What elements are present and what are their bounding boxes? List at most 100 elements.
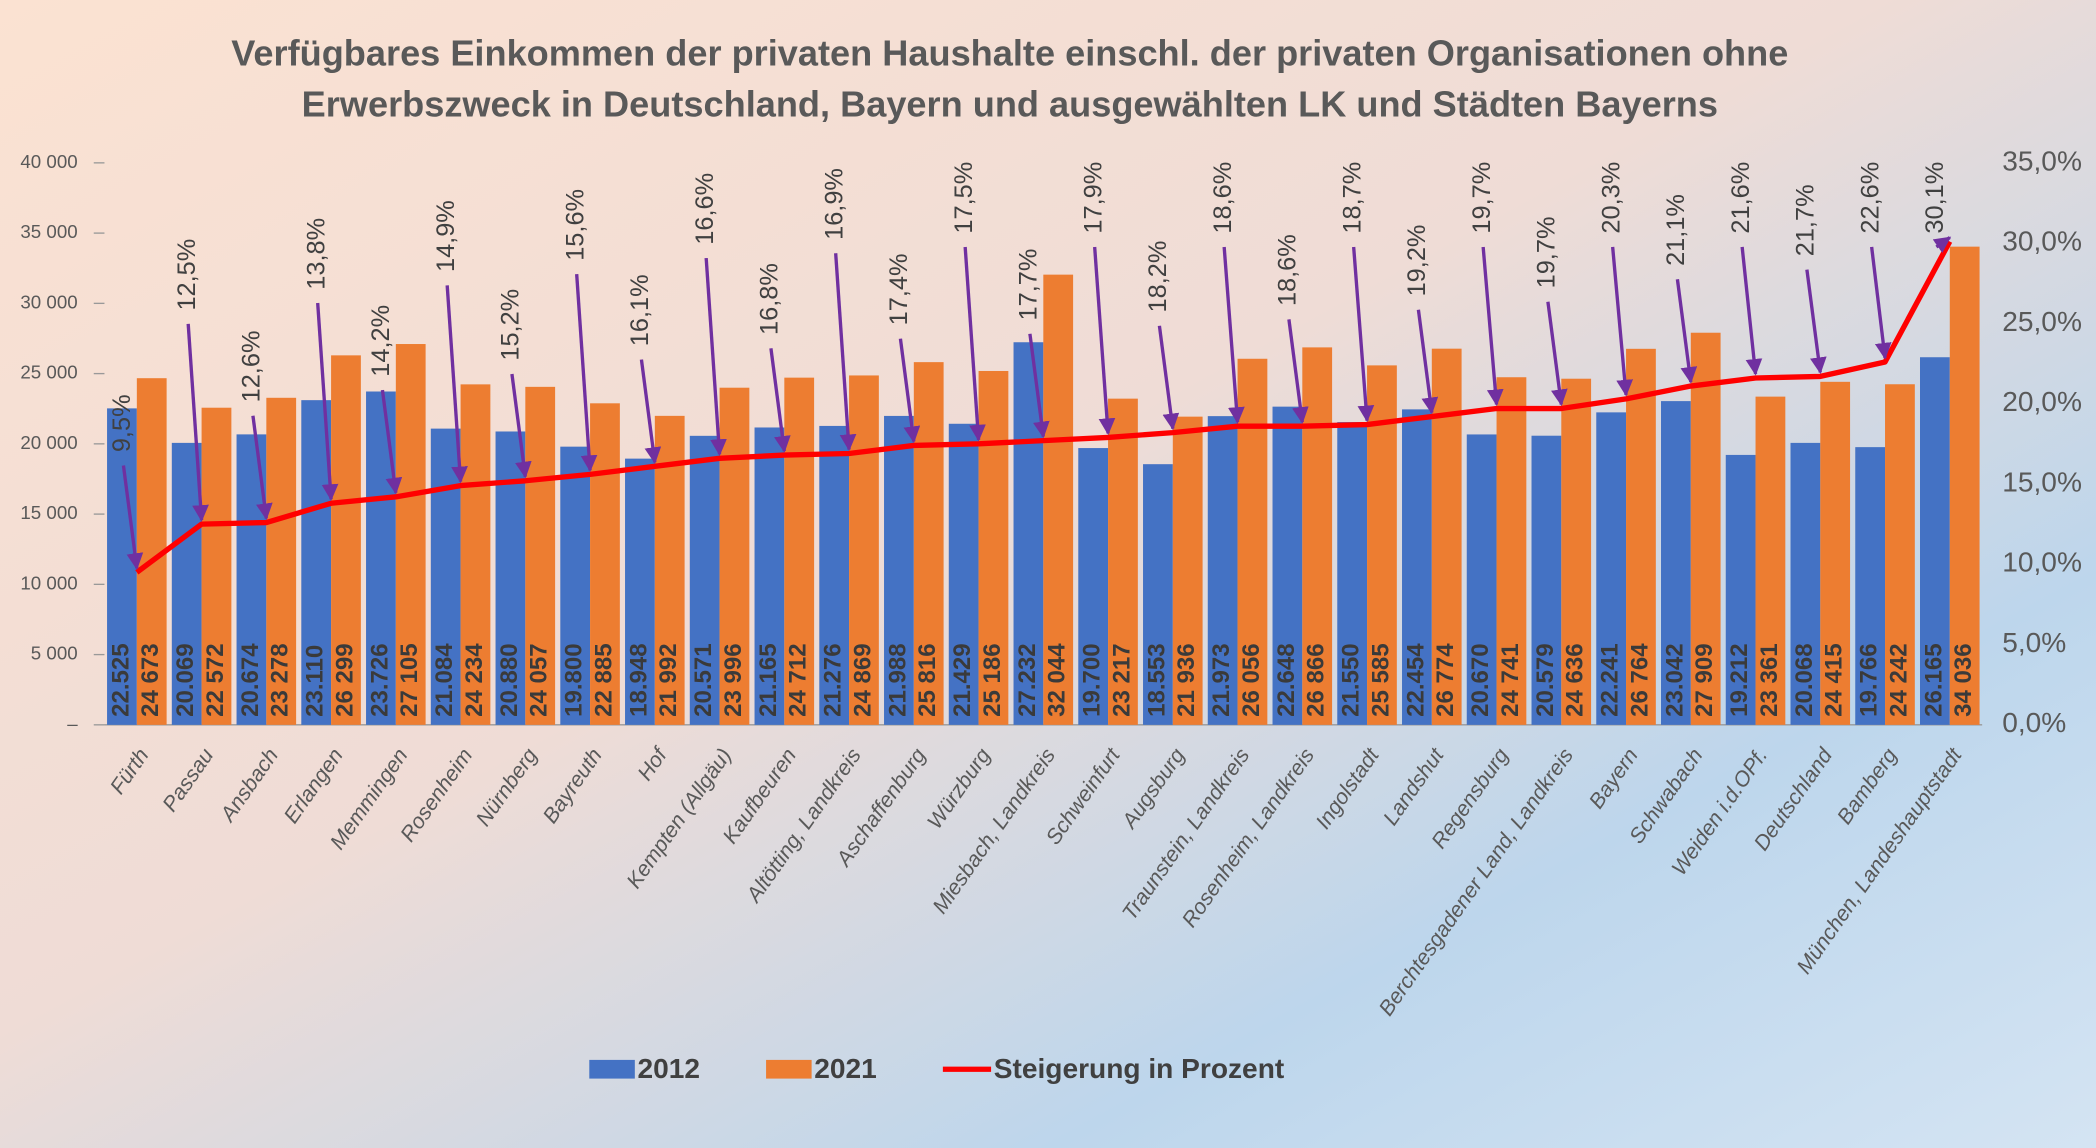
bar (1207, 416, 1238, 725)
bar (1078, 448, 1109, 725)
data-label: 21.973 (1208, 643, 1235, 716)
bar (266, 397, 297, 725)
arrow (1157, 325, 1180, 431)
percent-label: 17,9% (1079, 162, 1107, 234)
data-label: 26 774 (1432, 643, 1459, 717)
arrow (704, 257, 727, 456)
bar (331, 355, 361, 725)
percent-label: 19,7% (1468, 162, 1496, 234)
data-label: 26 299 (331, 643, 358, 716)
bar (1790, 442, 1821, 725)
arrow (898, 338, 921, 444)
legend-swatch (766, 1059, 812, 1079)
bar (1949, 246, 1980, 725)
percent-label: 18,6% (1274, 234, 1302, 306)
bar (1143, 464, 1173, 725)
data-label: 22 572 (202, 643, 229, 716)
arrow (1610, 246, 1634, 397)
arrow (445, 285, 468, 484)
arrow (1028, 333, 1050, 439)
bar (1172, 416, 1203, 725)
arrow (1287, 319, 1309, 424)
data-label: 21 936 (1173, 643, 1200, 716)
percent-label: 14,9% (432, 200, 460, 272)
percent-label: 18,6% (1209, 162, 1237, 234)
percent-label: 16,1% (626, 274, 654, 346)
arrow (639, 359, 662, 464)
bar (1661, 401, 1691, 725)
arrow (1869, 246, 1892, 360)
data-label: 24 636 (1562, 643, 1589, 716)
data-label: 26.165 (1920, 643, 1947, 716)
arrow (769, 348, 791, 453)
bar (1920, 357, 1950, 725)
arrow (186, 323, 209, 522)
data-label: 26 866 (1303, 643, 1330, 716)
y-tick-label: 15 000 (20, 502, 77, 523)
data-label: 20.069 (172, 643, 199, 716)
bar (849, 375, 879, 725)
arrow (963, 246, 986, 442)
data-label: 20.670 (1467, 643, 1494, 716)
data-label: 23 217 (1108, 643, 1135, 716)
bar (1596, 412, 1627, 725)
percent-label: 19,2% (1403, 225, 1431, 297)
y-tick-label: 20 000 (20, 432, 77, 453)
data-label: 21.988 (884, 643, 911, 716)
arrow (510, 373, 532, 479)
percent-label: 21,1% (1662, 194, 1690, 266)
bar (1466, 434, 1497, 725)
data-label: 19.766 (1855, 643, 1882, 716)
data-label: 26 056 (1238, 643, 1265, 716)
data-label: 20.571 (690, 643, 717, 716)
arrow (834, 253, 857, 452)
data-label: 22.454 (1402, 643, 1429, 717)
arrow (1740, 246, 1763, 376)
bar (525, 386, 556, 725)
bar (1755, 396, 1786, 725)
percent-label: 13,8% (302, 218, 330, 290)
bar (1725, 454, 1756, 725)
data-label: 20.068 (1791, 643, 1818, 716)
percent-label: 18,7% (1338, 162, 1366, 234)
line (135, 240, 1953, 575)
y2-tick-label: 25,0% (2002, 306, 2082, 337)
arrow (1805, 269, 1827, 375)
arrow (1092, 246, 1116, 436)
bar (689, 435, 720, 725)
percent-label: 22,6% (1856, 162, 1884, 234)
chart-title: Verfügbares Einkommen der privaten Haush… (231, 33, 1788, 74)
data-label: 24 057 (526, 643, 553, 716)
data-label: 20.579 (1532, 643, 1559, 716)
bar (1531, 435, 1562, 725)
arrow (1675, 279, 1698, 384)
y2-tick-label: 20,0% (2002, 386, 2082, 417)
data-label: 25 585 (1367, 643, 1394, 716)
bar (395, 344, 426, 725)
arrow (575, 274, 598, 473)
data-label: 25 186 (979, 643, 1006, 716)
bar (171, 442, 202, 725)
data-label: 19.800 (561, 643, 588, 716)
bar (884, 415, 914, 725)
arrow (380, 389, 403, 495)
arrow (251, 415, 273, 521)
data-label: 24 712 (785, 643, 812, 716)
data-label: 20.674 (237, 643, 264, 717)
legend-label: 2012 (638, 1053, 701, 1084)
data-label: 25 816 (914, 643, 941, 716)
arrow (1546, 301, 1568, 407)
percent-label: 21,7% (1792, 184, 1820, 256)
y2-tick-label: 0,0% (2002, 707, 2066, 738)
percent-label: 16,6% (691, 173, 719, 245)
bar (1855, 447, 1886, 725)
bar (1108, 398, 1138, 725)
data-label: 24 234 (461, 643, 488, 717)
bar (754, 427, 785, 725)
bar (1885, 384, 1915, 725)
data-label: 21.429 (949, 643, 976, 716)
percent-label: 12,6% (238, 331, 266, 403)
data-label: 21 992 (655, 643, 682, 716)
